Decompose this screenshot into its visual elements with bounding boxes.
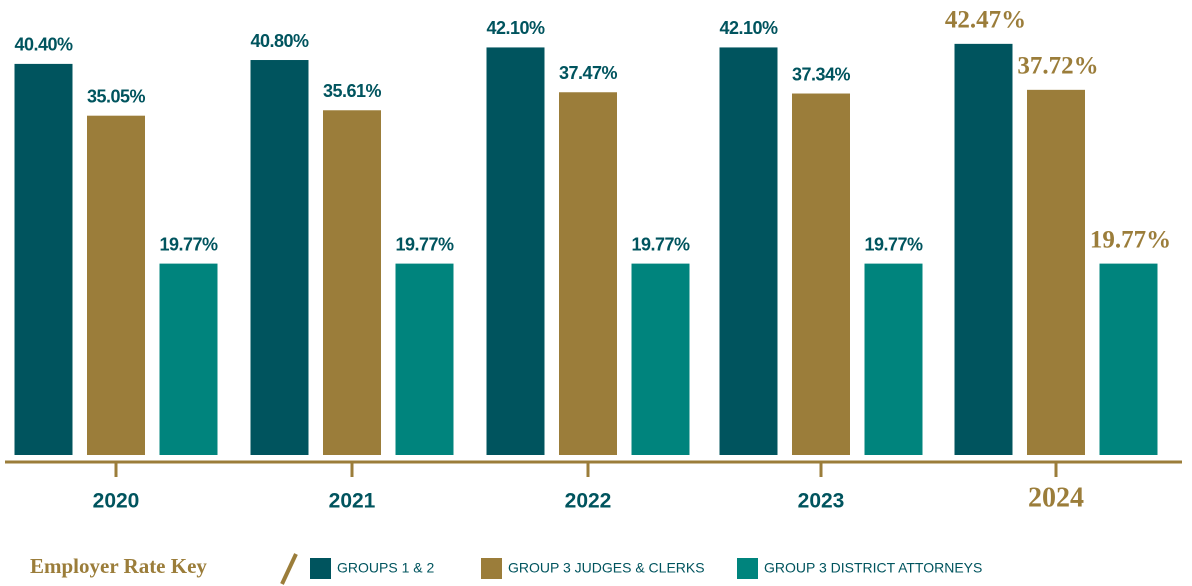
x-tick-label: 2020 [93,490,140,513]
bar [14,63,73,455]
bar [631,263,690,455]
bar [486,47,545,456]
bar [1027,89,1085,456]
x-tick-label: 2024 [1028,482,1084,513]
value-label: 19.77% [631,234,690,254]
value-label: 19.77% [864,234,923,254]
legend-slash [280,553,298,585]
bar [395,263,454,455]
bar [559,92,617,455]
legend-swatch [310,558,331,579]
value-label: 37.34% [792,64,851,84]
x-tick-label: 2023 [798,490,845,513]
bar [159,263,218,455]
legend-title: Employer Rate Key [30,554,207,578]
legend-swatch [737,558,758,579]
bar [250,60,309,456]
legend-label: GROUP 3 DISTRICT ATTORNEYS [764,560,982,576]
bar [1099,263,1158,455]
legend-label: GROUP 3 JUDGES & CLERKS [508,560,705,576]
value-label: 37.72% [1017,53,1098,80]
value-label: 37.47% [559,63,618,83]
bar [792,93,850,455]
value-label: 42.10% [719,18,778,38]
bar [87,115,145,456]
value-label: 19.77% [1090,226,1171,253]
legend-label: GROUPS 1 & 2 [337,560,434,576]
value-label: 40.40% [14,35,73,55]
x-tick-label: 2022 [565,490,612,513]
value-label: 42.47% [945,7,1026,34]
bar [954,43,1013,456]
value-label: 19.77% [159,234,218,254]
x-tick-label: 2021 [329,490,376,513]
value-label: 40.80% [250,31,309,51]
value-label: 19.77% [395,234,454,254]
value-label: 35.05% [87,86,146,106]
bar [719,47,778,456]
bar [864,263,923,455]
value-label: 42.10% [486,18,545,38]
value-label: 35.61% [323,81,382,101]
bar [323,110,381,455]
legend-swatch [481,558,502,579]
